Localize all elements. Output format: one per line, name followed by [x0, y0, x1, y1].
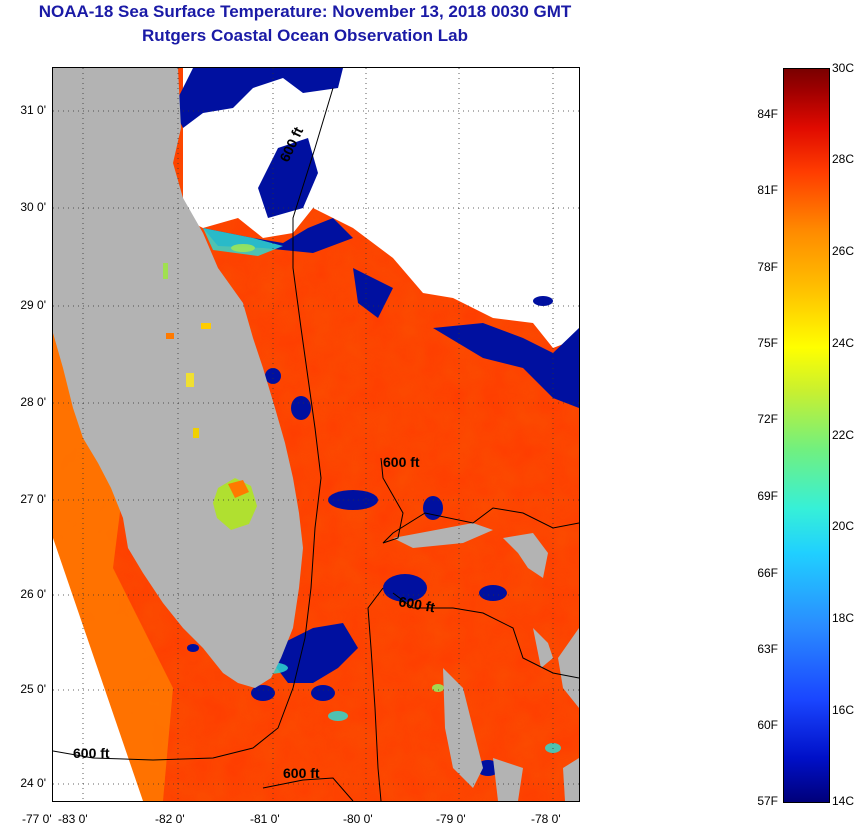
colorbar-f-label: 69F [757, 489, 778, 503]
lon-label: -77 0' [22, 812, 52, 826]
inland-lakes [163, 263, 211, 438]
lat-label: 24 0' [20, 776, 46, 790]
colorbar-f-label: 60F [757, 718, 778, 732]
colorbar-c-label: 24C [832, 336, 855, 350]
colorbar-f-label: 75F [757, 336, 778, 350]
depth-contours [53, 87, 579, 801]
no-data-sw [53, 538, 143, 801]
colorbar-f-label: 72F [757, 412, 778, 426]
lake-warm-patch [228, 480, 249, 498]
lat-label: 25 0' [20, 682, 46, 696]
colorbar-f-label: 81F [757, 183, 778, 197]
colorbar-f-label: 78F [757, 260, 778, 274]
colorbar-f-label: 57F [757, 794, 778, 808]
lat-label: 31 0' [20, 103, 46, 117]
lat-label: 26 0' [20, 587, 46, 601]
lon-label: -83 0' [58, 812, 88, 826]
lon-label: -82 0' [155, 812, 185, 826]
contour-label: 600 ft [283, 765, 320, 781]
sst-map-canvas: 600 ft 600 ft 600 ft 600 ft 600 ft [53, 68, 579, 801]
colorbar-c-label: 14C [832, 794, 855, 808]
lon-label: -78 0' [531, 812, 561, 826]
lat-label: 29 0' [20, 298, 46, 312]
lon-label: -79 0' [436, 812, 466, 826]
no-data-north [53, 68, 579, 348]
colorbar-f-label: 66F [757, 566, 778, 580]
colorbar-c-label: 26C [832, 244, 855, 258]
contour-label: 600 ft [383, 454, 420, 470]
contour-label: 600 ft [397, 593, 436, 615]
lon-label: -80 0' [343, 812, 373, 826]
colorbar-c-label: 20C [832, 519, 855, 533]
colorbar-c-label: 16C [832, 703, 855, 717]
chart-title: NOAA-18 Sea Surface Temperature: Novembe… [38, 2, 572, 21]
land-bahamas [393, 523, 579, 801]
lat-label: 27 0' [20, 492, 46, 506]
contour-label: 600 ft [73, 745, 110, 761]
sst-map: 600 ft 600 ft 600 ft 600 ft 600 ft [52, 67, 580, 802]
colorbar-f-label: 63F [757, 642, 778, 656]
graticule [53, 68, 579, 801]
lon-label: -81 0' [250, 812, 280, 826]
colorbar-c-label: 18C [832, 611, 855, 625]
colorbar-c-label: 22C [832, 428, 855, 442]
colorbar-f-label: 84F [757, 107, 778, 121]
temperature-colorbar [783, 68, 830, 803]
chart-subtitle: Rutgers Coastal Ocean Observation Lab [142, 26, 468, 45]
colorbar-c-label: 30C [832, 61, 855, 75]
lat-label: 28 0' [20, 395, 46, 409]
colorbar-c-label: 28C [832, 152, 855, 166]
lat-label: 30 0' [20, 200, 46, 214]
